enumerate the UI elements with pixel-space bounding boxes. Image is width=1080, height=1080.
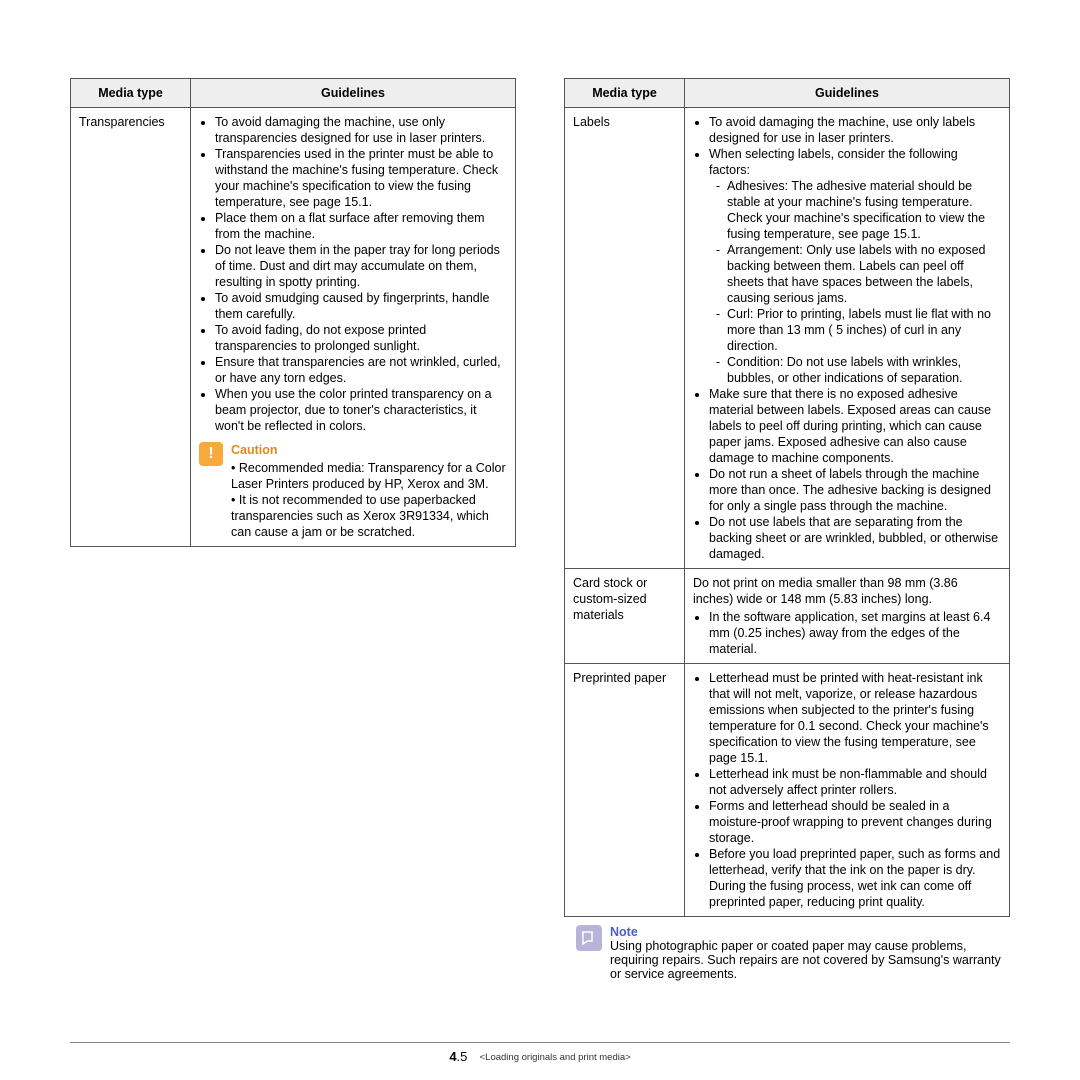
note-body: Using photographic paper or coated paper… bbox=[610, 939, 1010, 981]
page-sub-number: .5 bbox=[457, 1049, 468, 1064]
two-column-layout: Media type Guidelines Transparencies To … bbox=[70, 78, 1010, 981]
media-guidelines-table-left: Media type Guidelines Transparencies To … bbox=[70, 78, 516, 547]
bullet-list: To avoid damaging the machine, use only … bbox=[199, 114, 507, 434]
caution-item: • Recommended media: Transparency for a … bbox=[231, 460, 507, 492]
list-item: Transparencies used in the printer must … bbox=[215, 146, 507, 210]
table-row: Transparencies To avoid damaging the mac… bbox=[71, 108, 516, 547]
media-guidelines-table-right: Media type Guidelines Labels To avoid da… bbox=[564, 78, 1010, 917]
table-row: Card stock or custom-sized materials Do … bbox=[565, 569, 1010, 664]
caution-title: Caution bbox=[231, 442, 507, 458]
bullet-list: Letterhead must be printed with heat-res… bbox=[693, 670, 1001, 910]
guidelines-cell: Letterhead must be printed with heat-res… bbox=[685, 664, 1010, 917]
list-item: Do not run a sheet of labels through the… bbox=[709, 466, 1001, 514]
caution-text: Recommended media: Transparency for a Co… bbox=[231, 461, 506, 491]
caution-content: Caution • Recommended media: Transparenc… bbox=[231, 442, 507, 540]
list-item: To avoid damaging the machine, use only … bbox=[709, 114, 1001, 146]
chapter-number: 4 bbox=[449, 1049, 456, 1064]
list-item: Ensure that transparencies are not wrink… bbox=[215, 354, 507, 386]
intro-text: Do not print on media smaller than 98 mm… bbox=[693, 575, 1001, 607]
list-item-text: When selecting labels, consider the foll… bbox=[709, 147, 958, 177]
list-item: Arrangement: Only use labels with no exp… bbox=[727, 242, 1001, 306]
list-item: When selecting labels, consider the foll… bbox=[709, 146, 1001, 386]
media-type-cell: Labels bbox=[565, 108, 685, 569]
table-row: Labels To avoid damaging the machine, us… bbox=[565, 108, 1010, 569]
header-media-type: Media type bbox=[565, 79, 685, 108]
table-row: Preprinted paper Letterhead must be prin… bbox=[565, 664, 1010, 917]
inner-bullet-list: Adhesives: The adhesive material should … bbox=[709, 178, 1001, 386]
list-item: Do not leave them in the paper tray for … bbox=[215, 242, 507, 290]
list-item: Letterhead ink must be non-flammable and… bbox=[709, 766, 1001, 798]
page: Media type Guidelines Transparencies To … bbox=[0, 0, 1080, 1080]
note-content: Note Using photographic paper or coated … bbox=[610, 925, 1010, 981]
header-media-type: Media type bbox=[71, 79, 191, 108]
list-item: Forms and letterhead should be sealed in… bbox=[709, 798, 1001, 846]
left-column: Media type Guidelines Transparencies To … bbox=[70, 78, 516, 981]
media-type-cell: Transparencies bbox=[71, 108, 191, 547]
page-number: 4.5 bbox=[449, 1049, 467, 1064]
note-box: Note Using photographic paper or coated … bbox=[564, 925, 1010, 981]
media-type-cell: Preprinted paper bbox=[565, 664, 685, 917]
caution-text: It is not recommended to use paperbacked… bbox=[231, 493, 489, 539]
list-item: Place them on a flat surface after remov… bbox=[215, 210, 507, 242]
table-header-row: Media type Guidelines bbox=[71, 79, 516, 108]
list-item: Do not use labels that are separating fr… bbox=[709, 514, 1001, 562]
list-item: To avoid fading, do not expose printed t… bbox=[215, 322, 507, 354]
caution-box: ! Caution • Recommended media: Transpare… bbox=[199, 442, 507, 540]
header-guidelines: Guidelines bbox=[685, 79, 1010, 108]
note-title: Note bbox=[610, 925, 1010, 939]
list-item: Adhesives: The adhesive material should … bbox=[727, 178, 1001, 242]
list-item: To avoid smudging caused by fingerprints… bbox=[215, 290, 507, 322]
media-type-cell: Card stock or custom-sized materials bbox=[565, 569, 685, 664]
note-icon bbox=[576, 925, 602, 951]
chapter-title: <Loading originals and print media> bbox=[480, 1052, 631, 1063]
guidelines-cell: To avoid damaging the machine, use only … bbox=[685, 108, 1010, 569]
table-header-row: Media type Guidelines bbox=[565, 79, 1010, 108]
list-item: In the software application, set margins… bbox=[709, 609, 1001, 657]
list-item: Condition: Do not use labels with wrinkl… bbox=[727, 354, 1001, 386]
guidelines-cell: To avoid damaging the machine, use only … bbox=[191, 108, 516, 547]
guidelines-cell: Do not print on media smaller than 98 mm… bbox=[685, 569, 1010, 664]
list-item: Letterhead must be printed with heat-res… bbox=[709, 670, 1001, 766]
list-item: Curl: Prior to printing, labels must lie… bbox=[727, 306, 1001, 354]
list-item: When you use the color printed transpare… bbox=[215, 386, 507, 434]
list-item: To avoid damaging the machine, use only … bbox=[215, 114, 507, 146]
header-guidelines: Guidelines bbox=[191, 79, 516, 108]
caution-item: • It is not recommended to use paperback… bbox=[231, 492, 507, 540]
caution-icon: ! bbox=[199, 442, 223, 466]
right-column: Media type Guidelines Labels To avoid da… bbox=[564, 78, 1010, 981]
list-item: Make sure that there is no exposed adhes… bbox=[709, 386, 1001, 466]
page-footer: 4.5 <Loading originals and print media> bbox=[70, 1042, 1010, 1064]
bullet-list: To avoid damaging the machine, use only … bbox=[693, 114, 1001, 562]
list-item: Before you load preprinted paper, such a… bbox=[709, 846, 1001, 910]
bullet-list: In the software application, set margins… bbox=[693, 609, 1001, 657]
